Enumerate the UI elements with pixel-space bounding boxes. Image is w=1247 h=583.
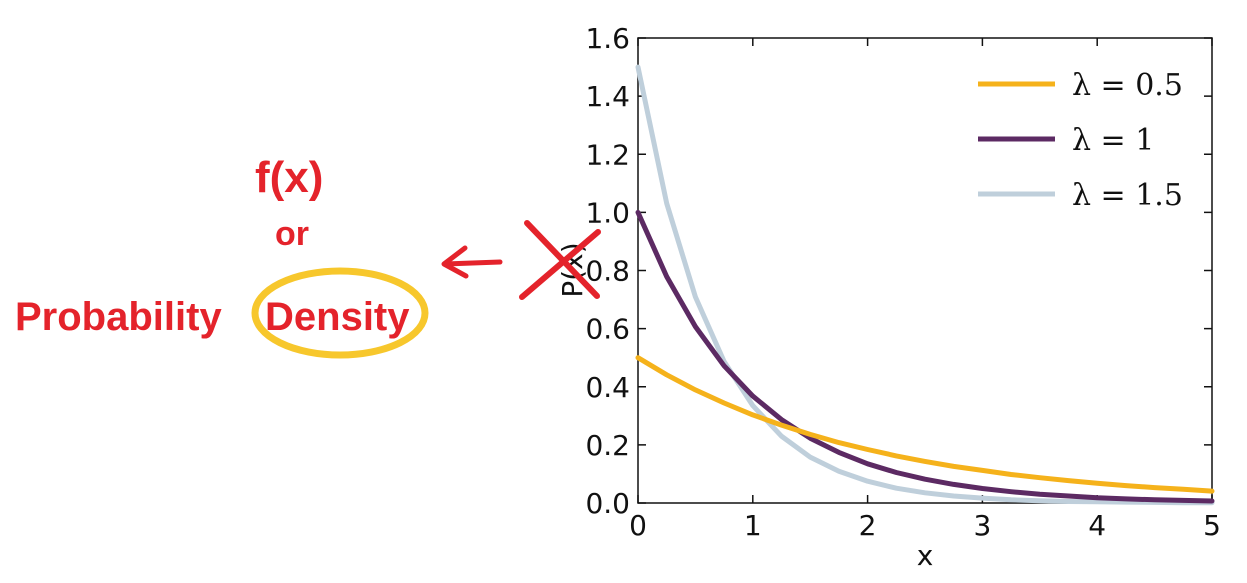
x-tick-label: 0 — [629, 509, 647, 542]
plot-frame — [637, 37, 1213, 504]
axis-ticks: 0 1 2 3 4 5 0.0 0.2 0.4 0.6 0.8 1.0 1.2 1.4 1.6 — [585, 22, 1220, 542]
annotation-or: or — [275, 215, 309, 253]
x-tick-label: 2 — [859, 509, 877, 542]
annotation-fx: f(x) — [255, 153, 323, 202]
arrow-left-icon — [441, 245, 503, 279]
y-tick-label: 0.4 — [585, 371, 630, 404]
x-tick-label: 3 — [973, 509, 991, 542]
x-axis-label: x — [917, 539, 934, 572]
x-tick-label: 5 — [1203, 509, 1221, 542]
density-highlight-circle — [251, 267, 429, 359]
annotation-density: Density — [265, 295, 410, 339]
x-tick-label: 4 — [1088, 509, 1106, 542]
legend: λ = 0.5 λ = 1 λ = 1.5 — [978, 68, 1183, 213]
y-tick-label: 0.8 — [585, 255, 630, 288]
legend-label: λ = 1 — [1072, 123, 1154, 158]
y-tick-label: 1.2 — [585, 138, 630, 171]
y-tick-label: 0.0 — [585, 487, 630, 520]
series-line-1 — [635, 355, 1215, 494]
y-tick-label: 0.6 — [585, 313, 630, 346]
y-tick-label: 1.6 — [585, 22, 630, 55]
y-tick-label: 1.4 — [585, 80, 630, 113]
series-line-2 — [635, 209, 1215, 504]
plot-area — [637, 37, 1213, 504]
annotation-probability: Probability — [15, 295, 222, 339]
legend-label: λ = 1.5 — [1072, 178, 1183, 213]
y-tick-label: 1.0 — [585, 196, 630, 229]
series-lines — [635, 64, 1215, 506]
legend-label: λ = 0.5 — [1072, 68, 1183, 103]
y-tick-label: 0.2 — [585, 429, 630, 462]
x-tick-label: 1 — [744, 509, 762, 542]
cross-out-mark — [519, 220, 601, 300]
